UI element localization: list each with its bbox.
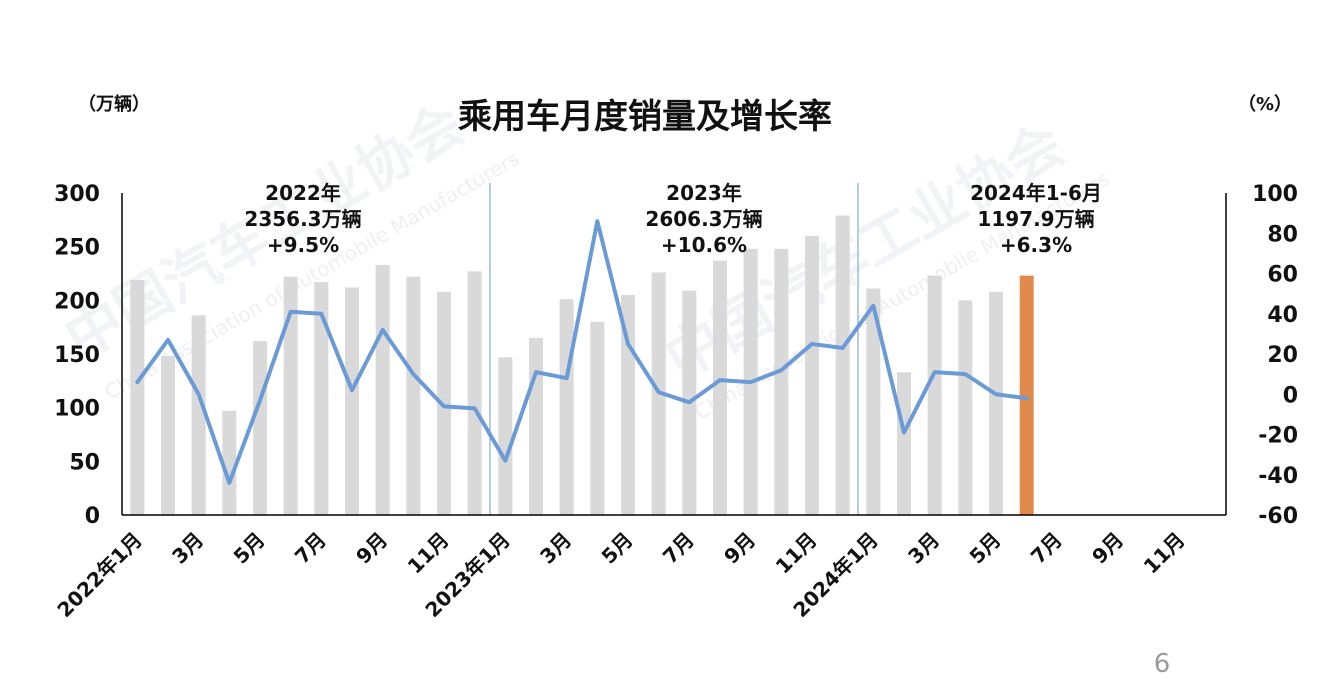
x-tick-label: 9月: [1087, 528, 1128, 569]
bar-highlight: [1019, 275, 1034, 515]
x-tick-label: 5月: [597, 528, 638, 569]
right-tick-label: -60: [1258, 504, 1298, 529]
bar: [805, 235, 819, 515]
x-tick-label: 3月: [535, 528, 576, 569]
x-tick-label: 11月: [771, 528, 822, 579]
bar: [989, 291, 1003, 515]
annotation-line: 2022年: [265, 181, 341, 205]
right-axis-unit: （%）: [1238, 94, 1292, 115]
growth-line-series: [135, 219, 1029, 485]
annotation-line: 2023年: [666, 181, 742, 205]
bar: [222, 410, 237, 515]
annotation-line: 2606.3万辆: [645, 207, 762, 231]
bar: [713, 260, 727, 515]
annotation-line: +9.5%: [267, 233, 339, 257]
bar: [467, 271, 482, 515]
annotation-line: 2356.3万辆: [244, 207, 361, 231]
bar: [406, 276, 421, 515]
x-tick-label: 5月: [965, 528, 1006, 569]
right-axis-ticks: -60 -40 -20 0 20 40 60 80 100: [1252, 182, 1298, 529]
bar: [375, 264, 390, 515]
bar: [897, 372, 911, 515]
x-tick-label: 9月: [351, 528, 392, 569]
left-tick-label: 150: [54, 343, 100, 368]
x-tick-label: 11月: [403, 528, 454, 579]
left-axis-ticks: 0 50 100 150 200 250 300: [54, 182, 100, 529]
x-tick-label: 9月: [719, 528, 760, 569]
bar: [253, 341, 267, 515]
left-axis-unit: （万辆）: [78, 93, 150, 115]
bar-series: [130, 215, 1034, 516]
left-tick-label: 300: [54, 182, 100, 207]
left-tick-label: 0: [85, 504, 100, 529]
bar: [130, 279, 145, 515]
x-tick-label: 5月: [229, 528, 270, 569]
right-tick-label: 0: [1283, 383, 1298, 408]
bar: [529, 337, 543, 515]
bar: [314, 282, 329, 515]
annotation-line: 1197.9万辆: [977, 207, 1094, 231]
left-tick-label: 100: [54, 397, 100, 422]
annotations: 2022年2356.3万辆+9.5%2023年2606.3万辆+10.6%202…: [244, 181, 1101, 257]
bar: [345, 287, 359, 515]
axes: [121, 193, 1227, 516]
bar: [437, 291, 451, 515]
right-tick-label: 100: [1252, 182, 1298, 207]
bar: [835, 215, 850, 516]
growth-rate-line: [135, 219, 1029, 485]
x-tick-label: 2022年1月: [52, 528, 146, 622]
chart-title: 乘用车月度销量及增长率: [458, 97, 832, 137]
bar: [866, 288, 881, 515]
bar: [161, 356, 175, 515]
year-dividers: [489, 183, 859, 515]
bar: [590, 321, 605, 515]
annotation-line: +10.6%: [661, 233, 747, 257]
bar: [559, 299, 574, 515]
right-tick-label: 20: [1267, 343, 1298, 368]
bar: [774, 248, 789, 515]
bar: [927, 275, 942, 515]
right-tick-label: 80: [1267, 222, 1298, 247]
bar: [498, 357, 513, 515]
left-tick-label: 250: [54, 236, 100, 261]
left-tick-label: 50: [69, 450, 100, 475]
x-tick-label: 3月: [903, 528, 944, 569]
page-number: 6: [1154, 649, 1171, 679]
right-tick-label: -40: [1258, 464, 1298, 489]
x-tick-label: 3月: [167, 528, 208, 569]
bar: [191, 315, 206, 515]
x-tick-label: 7月: [290, 528, 331, 569]
right-tick-label: 40: [1267, 303, 1298, 328]
annotation-line: 2024年1-6月: [970, 181, 1102, 205]
x-tick-label: 7月: [1026, 528, 1067, 569]
x-tick-label: 11月: [1139, 528, 1190, 579]
left-tick-label: 200: [54, 289, 100, 314]
x-tick-label: 7月: [658, 528, 699, 569]
right-tick-label: -20: [1258, 424, 1298, 449]
bar: [283, 276, 298, 515]
annotation-line: +6.3%: [1000, 233, 1072, 257]
bar: [958, 300, 973, 515]
right-tick-label: 60: [1267, 263, 1298, 288]
